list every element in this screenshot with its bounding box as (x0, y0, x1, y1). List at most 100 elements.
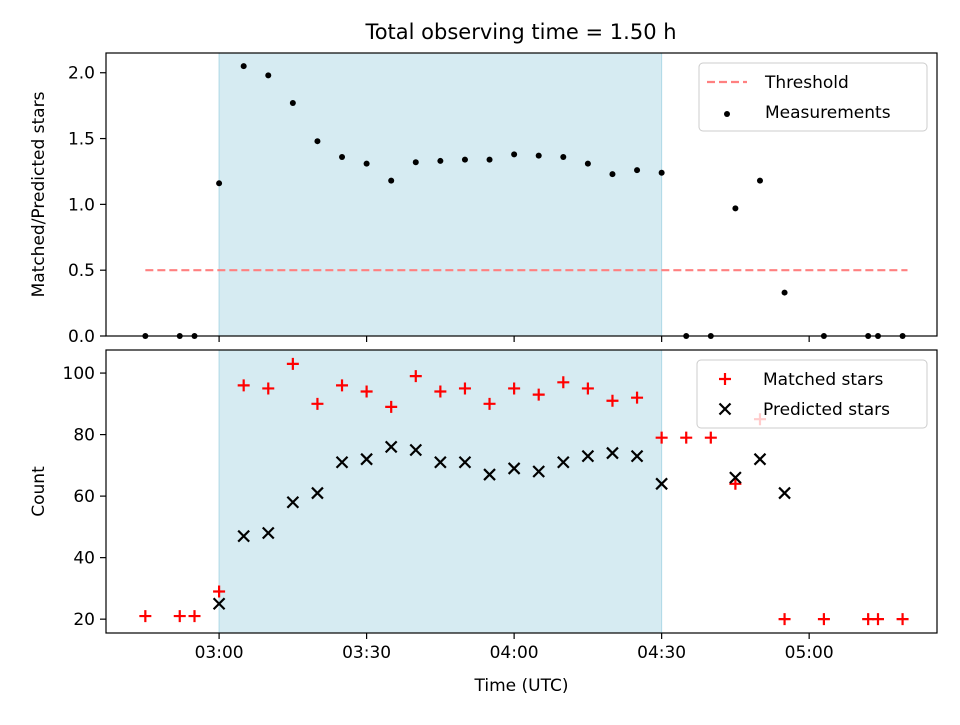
measurement-point (437, 157, 444, 164)
predicted-star-point (212, 597, 226, 611)
y-tick-label: 80 (73, 426, 95, 446)
measurement-point (560, 153, 567, 160)
legend-label: Matched stars (763, 370, 883, 390)
matched-star-point (655, 431, 668, 444)
measurement-point (781, 289, 788, 296)
y-tick-label: 2.0 (68, 64, 95, 84)
matched-star-point (336, 379, 349, 392)
measurement-point (756, 177, 763, 184)
predicted-star-point (581, 449, 595, 463)
matched-star-point (286, 357, 299, 370)
predicted-star-point (483, 468, 496, 481)
x-tick-label: 04:00 (490, 643, 539, 663)
matched-star-point (139, 610, 152, 623)
predicted-star-point (729, 471, 742, 484)
matched-star-point (606, 394, 619, 407)
matched-star-point (188, 610, 201, 623)
matched-star-point (557, 376, 570, 389)
matched-star-point (778, 613, 791, 626)
axes-frame (105, 349, 938, 634)
measurement-point (486, 156, 493, 163)
x-tick-label: 03:30 (342, 643, 391, 663)
matched-star-point (213, 585, 226, 598)
matched-star-point (173, 610, 186, 623)
predicted-star-point (237, 529, 250, 543)
matched-star-point (508, 382, 521, 395)
measurement-point (634, 167, 641, 174)
count-panel: 03:00 03:30 04:00 04:30 05:00 20 40 60 80 100 Coun… (29, 349, 938, 696)
matched-star-point (237, 379, 250, 392)
matched-star-point (311, 397, 324, 410)
measurement-point (584, 160, 591, 167)
predicted-star-point (409, 443, 423, 457)
measurement-point (388, 177, 395, 184)
legend-measurement-swatch (724, 111, 730, 117)
matched-star-point (631, 391, 644, 404)
predicted-star-point (655, 477, 668, 491)
axes-frame (105, 52, 938, 337)
predicted-star-point (335, 455, 349, 469)
measurement-point (240, 63, 247, 70)
matched-star-point (434, 385, 447, 398)
measurement-point (216, 180, 223, 187)
measurement-point (535, 152, 542, 159)
matched-star-point (704, 431, 717, 444)
matched-star-point (409, 370, 422, 383)
y-axis-label: Count (29, 466, 49, 517)
predicted-star-point (630, 449, 644, 463)
y-tick-label: 60 (73, 487, 95, 507)
predicted-star-point (606, 446, 619, 460)
matched-star-point (385, 400, 398, 413)
matched-star-point (483, 397, 496, 410)
y-tick-label: 1.5 (68, 130, 95, 150)
chart-title: Total observing time = 1.50 h (364, 20, 676, 44)
y-tick-label: 0.0 (68, 327, 95, 347)
legend-label: Predicted stars (763, 400, 890, 420)
legend-label: Measurements (765, 103, 891, 123)
x-axis-label: Time (UTC) (474, 676, 569, 696)
predicted-star-point (532, 465, 545, 478)
y-tick-label: 100 (63, 364, 95, 384)
y-tick-label: 1.0 (68, 195, 95, 215)
legend-label: Threshold (764, 73, 849, 93)
predicted-star-point (778, 486, 791, 500)
predicted-star-point (360, 452, 373, 466)
y-tick-label: 20 (73, 610, 95, 630)
measurement-point (289, 100, 296, 107)
measurement-point (314, 138, 321, 145)
matched-star-point (871, 613, 884, 626)
measurement-point (265, 72, 272, 79)
observing-span-shade (219, 53, 662, 336)
y-tick-label: 40 (73, 549, 95, 569)
legend-matched-swatch (719, 373, 731, 385)
predicted-star-point (311, 486, 324, 500)
matched-star-point (680, 431, 693, 444)
measurement-point (609, 171, 616, 178)
ratio-panel: 0.0 0.5 1.0 1.5 2.0 Matched/Predicted stars Th… (29, 52, 938, 347)
measurement-point (658, 169, 665, 176)
matched-star-point (817, 613, 830, 626)
matched-star-point (458, 382, 471, 395)
predicted-star-point (507, 462, 521, 475)
legend-box (698, 62, 928, 132)
matched-star-point (262, 382, 275, 395)
y-axis-label: Matched/Predicted stars (29, 91, 49, 297)
legend-predicted-swatch (718, 402, 732, 416)
matched-star-point (896, 613, 909, 626)
legend-box (696, 359, 928, 429)
matched-star-point (532, 388, 545, 401)
predicted-star-point (557, 455, 570, 469)
predicted-star-point (458, 455, 472, 469)
matched-star-point (360, 385, 373, 398)
y-tick-label: 0.5 (68, 261, 95, 281)
x-tick-label: 04:30 (637, 643, 686, 663)
measurement-point (461, 156, 468, 163)
predicted-star-point (384, 440, 398, 454)
measurement-point (363, 160, 370, 167)
predicted-star-point (261, 526, 275, 540)
measurement-point (339, 153, 346, 160)
measurement-point (511, 151, 518, 158)
matched-star-point (581, 382, 594, 395)
